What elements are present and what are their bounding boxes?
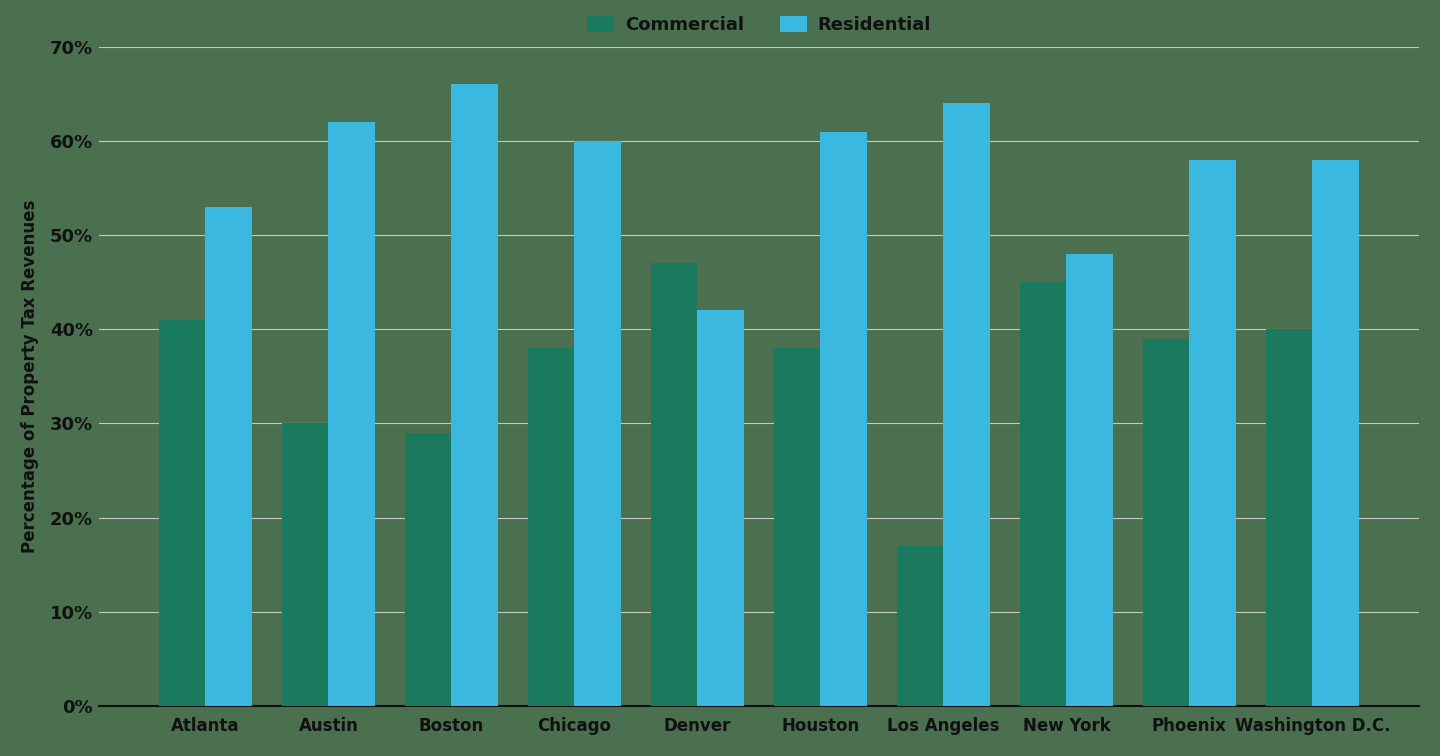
Bar: [943, 104, 991, 706]
Bar: [451, 85, 498, 706]
Bar: [158, 320, 206, 706]
Bar: [405, 433, 451, 706]
Bar: [527, 348, 575, 706]
Bar: [1189, 160, 1236, 706]
Bar: [1020, 282, 1067, 706]
Y-axis label: Percentage of Property Tax Revenues: Percentage of Property Tax Revenues: [20, 200, 39, 553]
Bar: [773, 348, 821, 706]
Bar: [651, 263, 697, 706]
Bar: [206, 207, 252, 706]
Bar: [1312, 160, 1359, 706]
Legend: Commercial, Residential: Commercial, Residential: [586, 16, 932, 35]
Bar: [282, 423, 328, 706]
Bar: [575, 141, 621, 706]
Bar: [821, 132, 867, 706]
Bar: [1067, 254, 1113, 706]
Bar: [1266, 330, 1312, 706]
Bar: [1143, 339, 1189, 706]
Bar: [328, 122, 376, 706]
Bar: [897, 546, 943, 706]
Bar: [697, 311, 744, 706]
